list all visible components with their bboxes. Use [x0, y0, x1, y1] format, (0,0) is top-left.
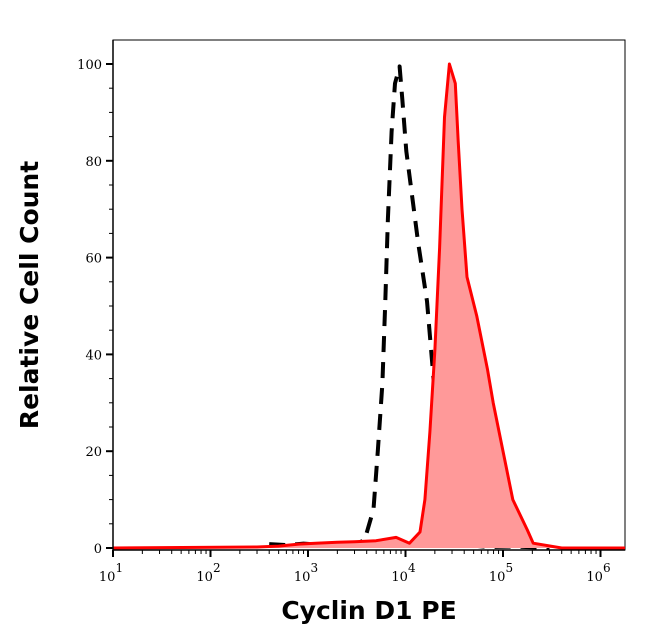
plot-frame — [112, 39, 626, 551]
x-tick-label: 102 — [196, 561, 220, 585]
y-tick-label: 0 — [94, 542, 102, 557]
x-tick-label: 105 — [489, 561, 513, 585]
y-tick-label: 100 — [77, 58, 102, 73]
axes-layer: 101 102 103 104 105 106 0 20 40 60 80 100 — [77, 40, 625, 585]
x-tick-label: 106 — [586, 561, 610, 585]
y-tick-label: 40 — [85, 348, 102, 363]
series-1-line — [113, 62, 625, 550]
x-tick-label: 103 — [294, 561, 318, 585]
y-tick-label: 20 — [85, 445, 102, 460]
x-tick-label: 104 — [391, 561, 416, 585]
y-axis-title: Relative Cell Count — [15, 161, 44, 429]
series-layer — [113, 62, 625, 550]
x-tick-label: 101 — [99, 561, 123, 585]
y-tick-label: 60 — [85, 252, 102, 267]
x-axis-title: Cyclin D1 PE — [281, 596, 456, 625]
series-1-fill — [113, 64, 625, 548]
y-tick-label: 80 — [85, 155, 102, 170]
